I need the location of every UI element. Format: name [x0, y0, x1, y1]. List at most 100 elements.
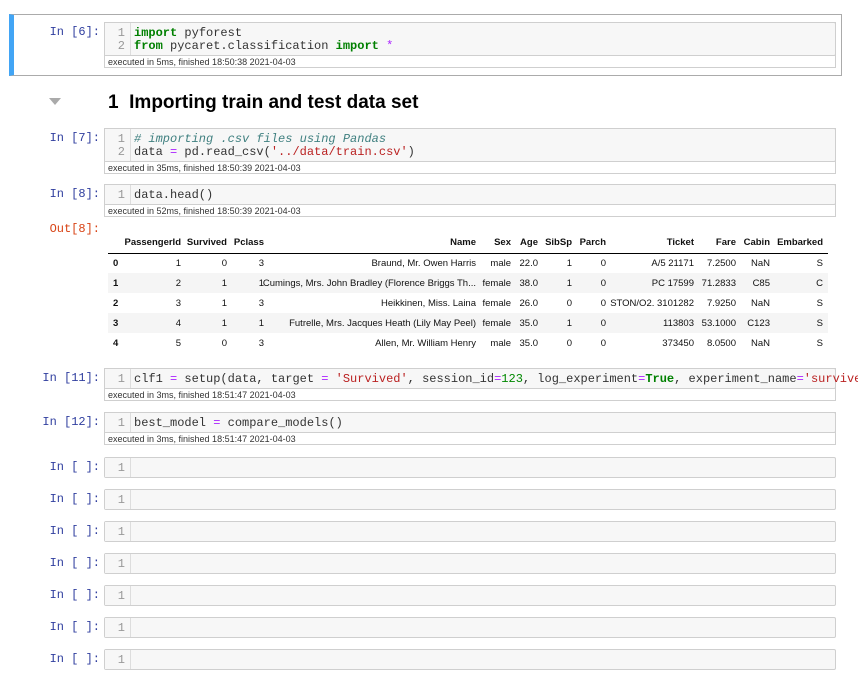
code-token: = [638, 372, 646, 386]
line-number: 2 [117, 145, 125, 159]
table-cell: C85 [752, 278, 770, 289]
table-cell: 1 [221, 278, 227, 289]
table-cell: 0 [221, 258, 227, 269]
code-input[interactable] [104, 457, 836, 478]
table-cell: 3 [175, 298, 181, 309]
table-cell: male [490, 258, 511, 269]
row-stripe [108, 273, 828, 293]
code-line: import pyforest [134, 26, 242, 40]
code-token: # importing .csv files using Pandas [134, 132, 387, 146]
table-cell: 1 [221, 298, 227, 309]
input-prompt: In [8]: [49, 187, 100, 201]
table-cell: 8.0500 [706, 338, 736, 349]
line-gutter [105, 554, 131, 573]
code-token: setup(data, target [177, 372, 322, 386]
code-input[interactable] [104, 521, 836, 542]
table-cell: Braund, Mr. Owen Harris [371, 258, 476, 269]
code-input[interactable] [104, 617, 836, 638]
column-header: Embarked [777, 237, 823, 248]
line-number: 1 [117, 132, 125, 146]
code-line: data = pd.read_csv('../data/train.csv') [134, 145, 415, 159]
code-token: = [796, 372, 804, 386]
input-prompt: In [11]: [42, 371, 100, 385]
column-header: Cabin [743, 237, 770, 248]
table-cell: 0 [600, 338, 606, 349]
table-cell: PC 17599 [651, 278, 694, 289]
line-gutter [105, 618, 131, 637]
table-cell: Cumings, Mrs. John Bradley (Florence Bri… [262, 278, 476, 289]
table-cell: NaN [750, 338, 770, 349]
code-input[interactable] [104, 553, 836, 574]
collapse-arrow[interactable] [49, 98, 61, 105]
line-number: 1 [117, 372, 125, 386]
table-cell: 2 [175, 278, 181, 289]
code-token [379, 39, 386, 53]
execution-info: executed in 3ms, finished 18:51:47 2021-… [108, 390, 296, 400]
input-prompt: In [ ]: [49, 652, 100, 666]
code-token [328, 372, 335, 386]
line-gutter [105, 413, 131, 432]
column-header: Ticket [666, 237, 694, 248]
code-token: , experiment_name [674, 372, 797, 386]
table-cell: C [816, 278, 823, 289]
table-cell: Heikkinen, Miss. Laina [380, 298, 476, 309]
table-cell: Allen, Mr. William Henry [375, 338, 476, 349]
table-cell: 1 [258, 278, 264, 289]
line-number: 1 [117, 26, 125, 40]
input-prompt: In [ ]: [49, 556, 100, 570]
input-prompt: In [6]: [49, 25, 100, 39]
table-cell: NaN [750, 298, 770, 309]
row-index: 3 [113, 318, 119, 329]
table-cell: 0 [600, 278, 606, 289]
column-header: Sex [494, 237, 511, 248]
code-input[interactable] [104, 22, 836, 56]
line-gutter [105, 522, 131, 541]
code-input[interactable] [104, 412, 836, 433]
code-input[interactable] [104, 585, 836, 606]
column-header: Fare [715, 237, 736, 248]
code-token: , session_id [407, 372, 495, 386]
line-number: 1 [117, 525, 125, 539]
code-token: True [645, 372, 675, 386]
line-gutter [105, 650, 131, 669]
code-token: pyforest [177, 26, 243, 40]
code-token: ) [407, 145, 415, 159]
table-cell: 0 [600, 318, 606, 329]
table-cell: 35.0 [519, 338, 539, 349]
code-input[interactable] [104, 649, 836, 670]
heading: 1 Importing train and test data set [108, 92, 418, 114]
table-cell: Futrelle, Mrs. Jacques Heath (Lily May P… [289, 318, 476, 329]
input-prompt: In [ ]: [49, 588, 100, 602]
output-prompt: Out[8]: [49, 222, 100, 236]
cell-selection [9, 14, 842, 76]
code-input[interactable] [104, 368, 836, 389]
table-cell: S [816, 338, 823, 349]
row-index: 1 [113, 278, 119, 289]
row-index: 2 [113, 298, 119, 309]
code-line: from pycaret.classification import * [134, 39, 393, 53]
line-number: 1 [117, 461, 125, 475]
table-cell: 7.2500 [706, 258, 736, 269]
table-cell: A/5 21171 [651, 258, 694, 269]
table-cell: 71.2833 [701, 278, 736, 289]
heading-number: 1 [108, 92, 119, 113]
column-header: Age [520, 237, 538, 248]
table-cell: 0 [221, 338, 227, 349]
execution-info: executed in 3ms, finished 18:51:47 2021-… [108, 434, 296, 444]
table-cell: female [482, 278, 511, 289]
code-token: = [170, 145, 178, 159]
table-cell: 113803 [663, 318, 694, 329]
line-number: 1 [117, 188, 125, 202]
code-token: = [170, 372, 178, 386]
code-input[interactable] [104, 184, 836, 205]
code-input[interactable] [104, 128, 836, 162]
code-input[interactable] [104, 489, 836, 510]
code-token: 'survived1' [803, 372, 858, 386]
input-prompt: In [ ]: [49, 620, 100, 634]
table-cell: S [816, 298, 823, 309]
line-number: 1 [117, 493, 125, 507]
code-line: best_model = compare_models() [134, 416, 343, 430]
table-cell: 3 [258, 298, 264, 309]
input-prompt: In [ ]: [49, 492, 100, 506]
input-prompt: In [ ]: [49, 460, 100, 474]
